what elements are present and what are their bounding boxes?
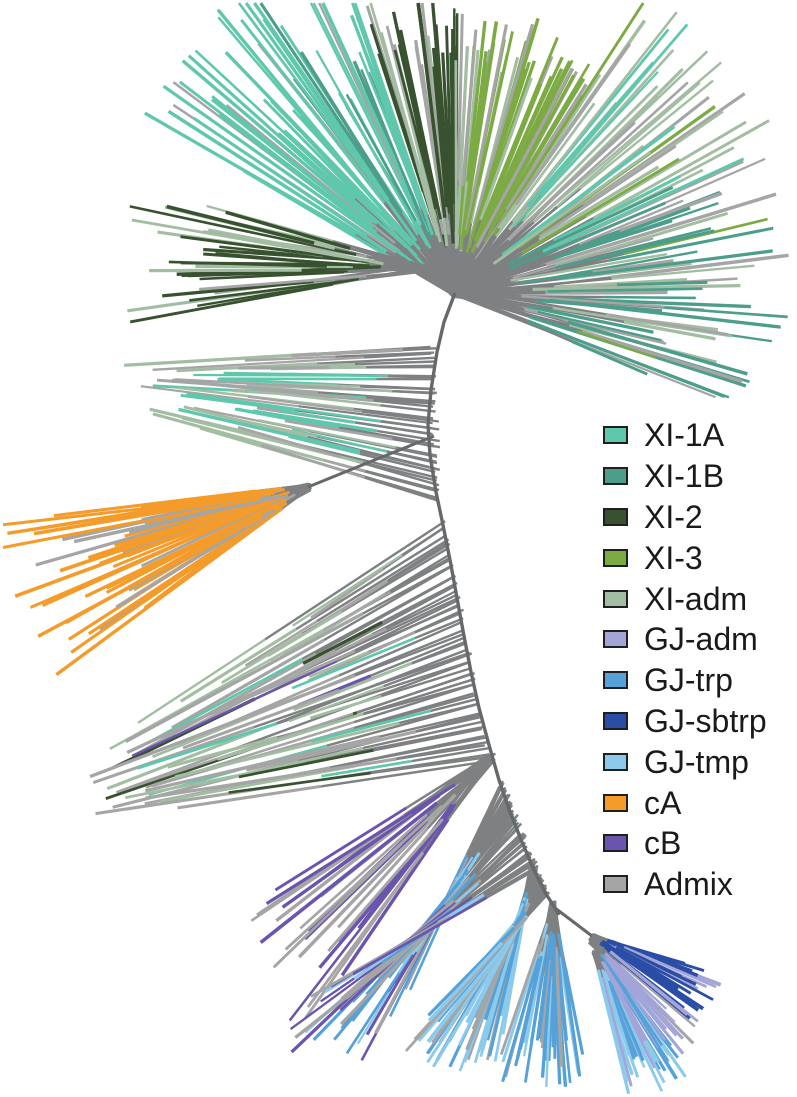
legend-label-xi-1b: XI-1B — [644, 458, 725, 495]
legend-item-gj-adm: GJ-adm — [603, 619, 767, 660]
legend-label-gj-trp: GJ-trp — [644, 662, 733, 699]
legend-swatch-xi-adm — [603, 589, 628, 608]
legend-swatch-cb — [603, 834, 628, 853]
legend-item-ca: cA — [603, 782, 767, 823]
legend-label-gj-adm: GJ-adm — [644, 621, 758, 658]
legend-item-xi-1b: XI-1B — [603, 456, 767, 497]
legend-label-gj-tmp: GJ-tmp — [644, 743, 749, 780]
legend-label-xi-3: XI-3 — [644, 539, 703, 576]
legend: XI-1A XI-1B XI-2 XI-3 XI-adm GJ-adm GJ-t… — [603, 415, 767, 905]
legend-item-xi-2: XI-2 — [603, 497, 767, 538]
legend-item-admix: Admix — [603, 864, 767, 905]
legend-label-cb: cB — [644, 825, 682, 862]
legend-swatch-xi-1b — [603, 467, 628, 486]
legend-swatch-gj-trp — [603, 671, 628, 690]
legend-item-xi-1a: XI-1A — [603, 415, 767, 456]
legend-label-xi-1a: XI-1A — [644, 417, 725, 454]
legend-item-xi-3: XI-3 — [603, 537, 767, 578]
legend-swatch-xi-2 — [603, 507, 628, 526]
legend-label-admix: Admix — [644, 866, 733, 903]
legend-swatch-xi-1a — [603, 426, 628, 445]
legend-label-gj-sbtrp: GJ-sbtrp — [644, 702, 767, 739]
legend-label-xi-adm: XI-adm — [644, 580, 748, 617]
legend-item-xi-adm: XI-adm — [603, 578, 767, 619]
legend-item-gj-tmp: GJ-tmp — [603, 741, 767, 782]
legend-swatch-gj-sbtrp — [603, 711, 628, 730]
legend-item-cb: cB — [603, 823, 767, 864]
legend-swatch-admix — [603, 875, 628, 894]
legend-item-gj-sbtrp: GJ-sbtrp — [603, 701, 767, 742]
legend-label-ca: cA — [644, 784, 682, 821]
legend-swatch-gj-adm — [603, 630, 628, 649]
legend-swatch-xi-3 — [603, 548, 628, 567]
legend-swatch-gj-tmp — [603, 752, 628, 771]
legend-swatch-ca — [603, 793, 628, 812]
legend-label-xi-2: XI-2 — [644, 498, 703, 535]
legend-item-gj-trp: GJ-trp — [603, 660, 767, 701]
